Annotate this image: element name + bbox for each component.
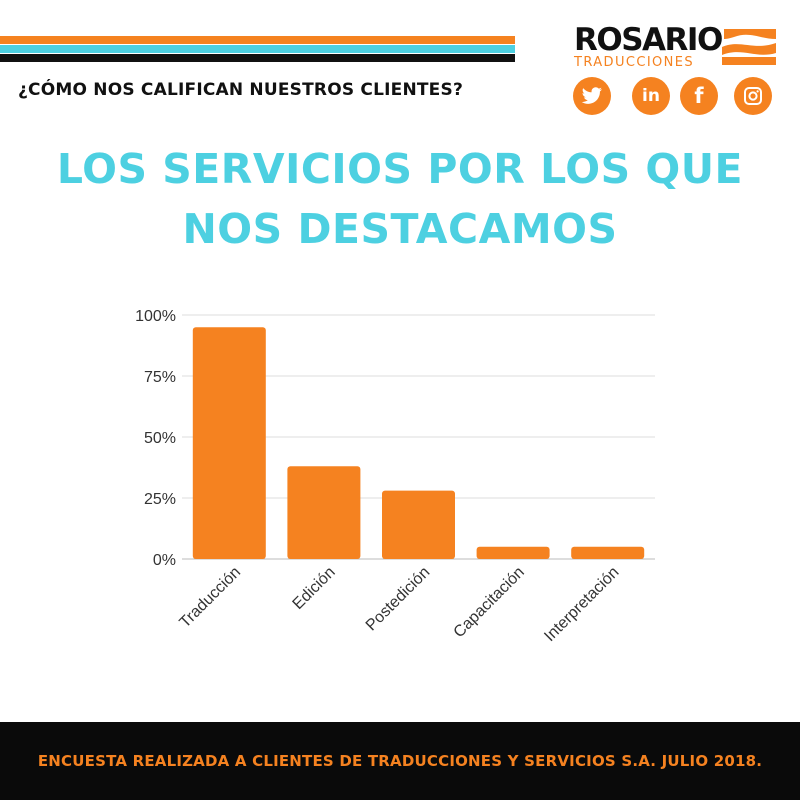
black-stripe bbox=[0, 54, 515, 62]
headline-line-2: NOS DESTACAMOS bbox=[182, 205, 618, 253]
x-tick-label: Capacitación bbox=[451, 564, 528, 641]
brand-name: ROSARIO bbox=[574, 22, 723, 58]
x-tick-label: Traducción bbox=[177, 564, 245, 632]
facebook-icon[interactable]: f bbox=[680, 77, 718, 115]
y-tick-label: 50% bbox=[144, 430, 176, 447]
brand-logo: ROSARIO TRADUCCIONES bbox=[574, 22, 723, 71]
orange-stripe bbox=[0, 36, 515, 44]
footer-text: ENCUESTA REALIZADA A CLIENTES DE TRADUCC… bbox=[37, 752, 763, 770]
bar-traducción bbox=[192, 327, 266, 559]
brand-subtitle: TRADUCCIONES bbox=[574, 55, 695, 70]
y-tick-label: 25% bbox=[144, 491, 176, 508]
survey-question: ¿CÓMO NOS CALIFICAN NUESTROS CLIENTES? bbox=[18, 80, 464, 100]
brand-mark-icon bbox=[722, 29, 776, 65]
y-tick-label: 0% bbox=[153, 552, 176, 569]
bar-chart: 0% 25% 50% 75% 100% Traducción Edición Postedic… bbox=[135, 308, 655, 645]
y-tick-label: 100% bbox=[135, 308, 176, 325]
headline-line-1: LOS SERVICIOS POR LOS QUE bbox=[56, 145, 744, 193]
x-tick-label: Postedición bbox=[363, 564, 434, 635]
x-tick-label: Interpretación bbox=[541, 564, 622, 645]
bar-interpretación bbox=[571, 546, 645, 559]
y-tick-label: 75% bbox=[144, 369, 176, 386]
bar-edición bbox=[287, 466, 361, 559]
cyan-stripe bbox=[0, 45, 515, 53]
x-tick-label: Edición bbox=[290, 564, 339, 613]
twitter-icon[interactable] bbox=[573, 77, 611, 115]
footer-bar: ENCUESTA REALIZADA A CLIENTES DE TRADUCC… bbox=[0, 722, 800, 800]
linkedin-icon[interactable]: in bbox=[632, 77, 670, 115]
bar-capacitación bbox=[476, 546, 550, 559]
bar-postedición bbox=[382, 490, 455, 559]
instagram-icon[interactable] bbox=[734, 77, 772, 115]
